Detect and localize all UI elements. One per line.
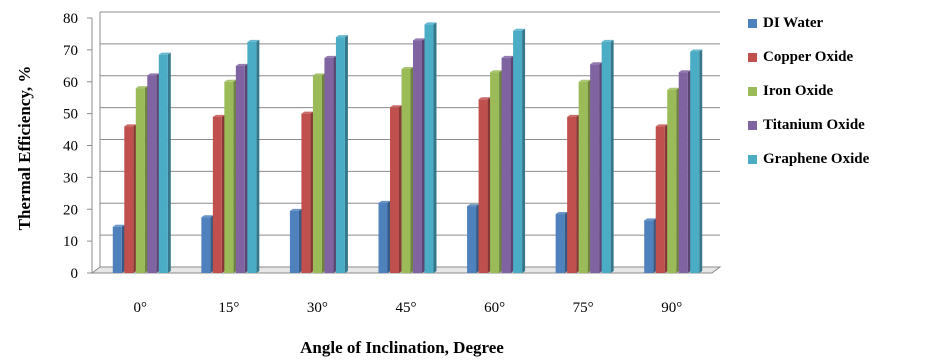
bar — [655, 124, 668, 273]
bar — [378, 200, 391, 273]
legend-swatch — [748, 18, 757, 28]
y-tick-label: 20 — [63, 202, 78, 218]
bar — [335, 35, 348, 273]
legend-item: Graphene Oxide — [748, 142, 934, 176]
legend-swatch — [748, 86, 757, 96]
x-tick-label: 75° — [573, 300, 594, 316]
y-tick-label: 80 — [63, 11, 78, 27]
legend-swatch — [748, 120, 757, 130]
bar — [301, 111, 314, 273]
bar — [158, 52, 171, 273]
bar — [567, 114, 580, 273]
y-axis-title: Thermal Efficiency, % — [15, 66, 34, 231]
y-tick-label: 40 — [63, 139, 78, 155]
y-tick-label: 0 — [71, 266, 79, 282]
x-tick-label: 30° — [307, 300, 328, 316]
x-tick-label: 60° — [484, 300, 505, 316]
legend-item: Iron Oxide — [748, 74, 934, 108]
x-axis-title: Angle of Inclination, Degree — [300, 338, 504, 357]
legend-item: Titanium Oxide — [748, 108, 934, 142]
bar — [390, 105, 402, 273]
legend-item: Copper Oxide — [748, 40, 934, 74]
bar — [312, 73, 325, 273]
bar — [401, 67, 414, 273]
bar — [513, 28, 526, 273]
bar — [667, 87, 680, 273]
legend: DI Water Copper Oxide Iron Oxide Titanium O… — [748, 6, 934, 176]
legend-label: Graphene Oxide — [763, 150, 870, 167]
bar — [201, 215, 214, 273]
y-tick-label: 50 — [63, 107, 78, 123]
bar — [644, 218, 657, 273]
bar — [224, 79, 237, 273]
bars — [112, 22, 703, 273]
bar — [424, 22, 437, 273]
bar — [478, 97, 491, 273]
bar — [212, 114, 225, 273]
bar — [135, 86, 148, 273]
bar — [490, 70, 503, 273]
bar — [690, 49, 703, 273]
legend-label: Titanium Oxide — [763, 116, 865, 133]
x-tick-label: 90° — [661, 300, 682, 316]
legend-item: DI Water — [748, 6, 934, 40]
legend-label: Iron Oxide — [763, 82, 834, 99]
bar — [289, 208, 302, 273]
y-tick-label: 10 — [63, 234, 78, 250]
bar — [235, 63, 248, 273]
bar — [467, 204, 480, 273]
bar — [112, 224, 125, 273]
bar — [555, 212, 568, 273]
legend-label: DI Water — [763, 14, 824, 31]
bar — [501, 55, 514, 273]
bar — [324, 55, 337, 273]
x-tick-label: 0° — [134, 300, 148, 316]
x-tick-label: 45° — [396, 300, 417, 316]
y-tick-label: 70 — [63, 43, 78, 59]
bar — [590, 62, 603, 273]
bar — [601, 39, 614, 273]
y-tick-label: 60 — [63, 75, 78, 91]
legend-label: Copper Oxide — [763, 48, 854, 65]
bar — [413, 38, 425, 273]
bar — [147, 73, 160, 273]
bar — [247, 39, 260, 273]
x-tick-label: 15° — [218, 300, 239, 316]
bar — [578, 79, 591, 273]
y-tick-label: 30 — [63, 170, 78, 186]
bar — [124, 124, 137, 273]
legend-swatch — [748, 52, 757, 62]
legend-swatch — [748, 154, 757, 164]
bar — [678, 70, 691, 273]
tick-labels: 0 10 20 30 40 50 60 70 80 0° 15° 30° 45° 60° 75° 90° — [63, 11, 682, 316]
